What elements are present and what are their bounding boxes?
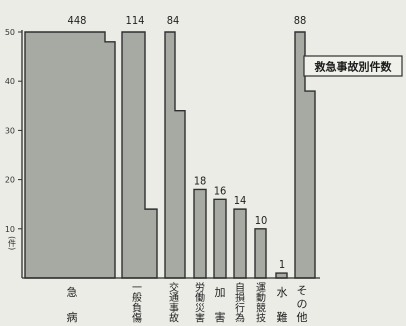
category-label-char: 害 bbox=[215, 310, 226, 324]
data-label: 88 bbox=[294, 14, 307, 27]
data-label: 10 bbox=[255, 214, 268, 227]
category-label-char: 故 bbox=[169, 312, 179, 325]
category-label-char: 損 bbox=[235, 291, 245, 304]
category-label-char: 一 bbox=[132, 283, 142, 294]
bar-8 bbox=[275, 272, 288, 279]
y-tick-label: 20 bbox=[5, 176, 15, 185]
y-tick-label: 30 bbox=[5, 126, 15, 135]
category-label-char: の bbox=[297, 298, 308, 311]
category-label-char: 負 bbox=[132, 302, 142, 314]
category-label-char: 動 bbox=[256, 291, 266, 304]
bar-1 bbox=[24, 31, 116, 279]
category-label-char: 技 bbox=[256, 312, 266, 325]
data-label: 84 bbox=[167, 14, 180, 27]
y-axis-ticks: 10 20 30 40 50 bbox=[5, 28, 22, 234]
category-label-char: 行 bbox=[235, 301, 245, 314]
category-label-char: 働 bbox=[195, 291, 205, 304]
category-label-char: 水 bbox=[277, 286, 288, 299]
data-label: 114 bbox=[126, 14, 145, 27]
y-tick-label: 50 bbox=[5, 28, 15, 37]
category-label-char: 通 bbox=[169, 292, 179, 304]
category-label: 労働災害 bbox=[195, 281, 205, 325]
category-label-char: 運 bbox=[256, 282, 266, 294]
category-label-char: 交 bbox=[169, 281, 179, 294]
category-label-char: そ bbox=[297, 284, 308, 297]
category-label-char: 難 bbox=[277, 311, 288, 324]
category-label: 水難 bbox=[277, 286, 288, 324]
data-label: 16 bbox=[214, 184, 227, 197]
data-label: 1 bbox=[279, 258, 285, 271]
y-tick-label: 40 bbox=[5, 77, 15, 86]
chart-title: 救急事故別件数 bbox=[303, 55, 403, 77]
bar-6 bbox=[233, 208, 247, 279]
category-label-char: 事 bbox=[169, 301, 179, 314]
category-label-char: 急 bbox=[67, 285, 78, 299]
chart-title-text: 救急事故別件数 bbox=[315, 60, 393, 74]
category-label-char: 競 bbox=[256, 301, 266, 314]
category-label-char: 病 bbox=[67, 310, 78, 324]
category-label-char: 災 bbox=[195, 302, 205, 314]
category-label-char: 般 bbox=[132, 291, 142, 304]
bar-5 bbox=[213, 198, 227, 279]
category-label-char: 労 bbox=[195, 281, 205, 294]
category-label: 急病 bbox=[67, 285, 78, 324]
category-label: 交通事故 bbox=[169, 281, 179, 325]
title-box bbox=[303, 55, 403, 77]
category-label-char: 他 bbox=[297, 311, 308, 324]
category-label-char: 害 bbox=[195, 312, 205, 325]
bar-7 bbox=[254, 228, 267, 279]
data-label: 18 bbox=[194, 174, 207, 187]
data-labels: 448 114 84 18 16 14 10 1 88 bbox=[68, 14, 307, 271]
category-label: 一般負傷 bbox=[132, 283, 142, 325]
bar-4 bbox=[193, 188, 207, 279]
y-axis-unit: (件) bbox=[8, 236, 17, 250]
category-label-char: 自 bbox=[235, 281, 245, 294]
category-label: 運動競技 bbox=[256, 282, 266, 325]
data-label: 14 bbox=[234, 194, 247, 207]
bars bbox=[24, 31, 316, 279]
category-label-char: 加 bbox=[215, 286, 226, 299]
bar-3 bbox=[164, 31, 186, 279]
category-label-char: 為 bbox=[235, 312, 245, 325]
data-label: 448 bbox=[68, 14, 87, 27]
category-label: 自損行為 bbox=[235, 281, 245, 325]
category-label: 加害 bbox=[215, 286, 226, 324]
category-label-char: 傷 bbox=[132, 312, 142, 325]
category-label: その他 bbox=[297, 284, 308, 324]
y-tick-label: 10 bbox=[5, 225, 15, 234]
bar-2 bbox=[121, 31, 158, 279]
